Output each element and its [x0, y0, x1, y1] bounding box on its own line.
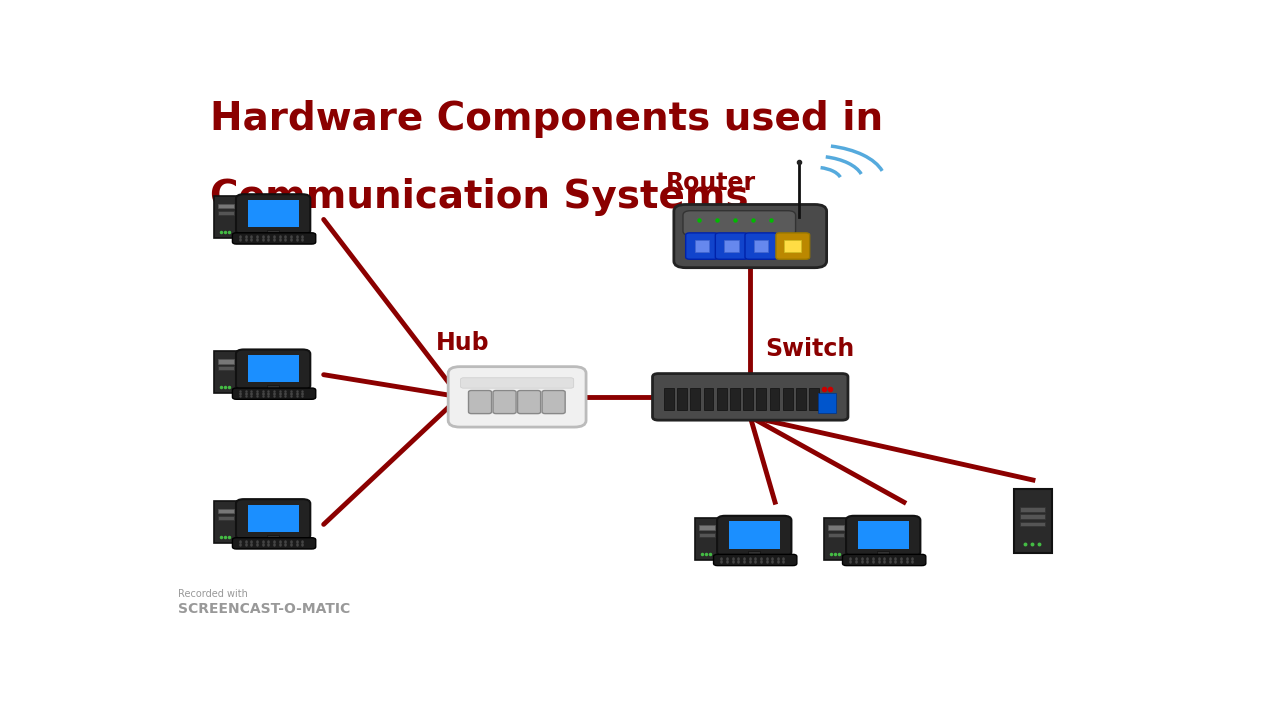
FancyBboxPatch shape — [858, 521, 909, 549]
FancyBboxPatch shape — [717, 387, 727, 410]
FancyBboxPatch shape — [233, 233, 316, 244]
FancyBboxPatch shape — [218, 516, 234, 520]
FancyBboxPatch shape — [717, 516, 791, 557]
FancyBboxPatch shape — [842, 554, 925, 566]
FancyBboxPatch shape — [684, 211, 796, 235]
FancyBboxPatch shape — [1020, 514, 1046, 519]
FancyBboxPatch shape — [248, 505, 298, 532]
FancyBboxPatch shape — [673, 204, 827, 268]
FancyBboxPatch shape — [695, 240, 709, 252]
FancyBboxPatch shape — [468, 390, 492, 413]
Text: Hardware Components used in: Hardware Components used in — [210, 100, 883, 138]
FancyBboxPatch shape — [218, 366, 234, 370]
Text: Communication Systems: Communication Systems — [210, 178, 749, 216]
FancyBboxPatch shape — [783, 387, 792, 410]
FancyBboxPatch shape — [517, 390, 540, 413]
Text: Router: Router — [666, 171, 755, 194]
Text: Switch: Switch — [765, 337, 854, 361]
FancyBboxPatch shape — [745, 233, 777, 259]
FancyBboxPatch shape — [214, 351, 238, 393]
FancyBboxPatch shape — [268, 385, 279, 389]
FancyBboxPatch shape — [783, 240, 800, 252]
FancyBboxPatch shape — [214, 197, 238, 238]
Text: SCREENCAST-O-MATIC: SCREENCAST-O-MATIC — [178, 602, 351, 616]
Text: Hub: Hub — [435, 331, 489, 355]
FancyBboxPatch shape — [699, 533, 716, 536]
FancyBboxPatch shape — [828, 533, 845, 536]
FancyBboxPatch shape — [236, 349, 310, 390]
FancyBboxPatch shape — [218, 204, 234, 208]
FancyBboxPatch shape — [699, 525, 716, 530]
FancyBboxPatch shape — [809, 387, 819, 410]
FancyBboxPatch shape — [824, 518, 849, 559]
FancyBboxPatch shape — [1020, 521, 1046, 526]
FancyBboxPatch shape — [664, 387, 673, 410]
FancyBboxPatch shape — [730, 387, 740, 410]
FancyBboxPatch shape — [448, 366, 586, 427]
Text: Recorded with: Recorded with — [178, 589, 248, 599]
FancyBboxPatch shape — [677, 387, 687, 410]
FancyBboxPatch shape — [248, 355, 298, 382]
FancyBboxPatch shape — [1014, 490, 1052, 552]
FancyBboxPatch shape — [756, 387, 767, 410]
FancyBboxPatch shape — [728, 521, 780, 549]
FancyBboxPatch shape — [690, 387, 700, 410]
FancyBboxPatch shape — [796, 387, 806, 410]
FancyBboxPatch shape — [846, 516, 920, 557]
FancyBboxPatch shape — [233, 538, 316, 549]
FancyBboxPatch shape — [268, 230, 279, 233]
FancyBboxPatch shape — [268, 535, 279, 539]
FancyBboxPatch shape — [818, 393, 837, 413]
FancyBboxPatch shape — [877, 552, 890, 555]
FancyBboxPatch shape — [1020, 507, 1046, 512]
FancyBboxPatch shape — [713, 554, 797, 566]
FancyBboxPatch shape — [214, 501, 238, 543]
FancyBboxPatch shape — [716, 233, 748, 259]
FancyBboxPatch shape — [744, 387, 753, 410]
FancyBboxPatch shape — [233, 388, 316, 400]
FancyBboxPatch shape — [218, 359, 234, 364]
FancyBboxPatch shape — [695, 518, 719, 559]
FancyBboxPatch shape — [754, 240, 768, 252]
FancyBboxPatch shape — [461, 378, 573, 388]
FancyBboxPatch shape — [769, 387, 780, 410]
FancyBboxPatch shape — [236, 194, 310, 235]
FancyBboxPatch shape — [724, 240, 739, 252]
FancyBboxPatch shape — [828, 525, 845, 530]
FancyBboxPatch shape — [686, 233, 718, 259]
FancyBboxPatch shape — [653, 374, 847, 420]
FancyBboxPatch shape — [704, 387, 713, 410]
FancyBboxPatch shape — [236, 499, 310, 539]
FancyBboxPatch shape — [776, 233, 810, 259]
FancyBboxPatch shape — [749, 552, 760, 555]
FancyBboxPatch shape — [493, 390, 516, 413]
FancyBboxPatch shape — [218, 508, 234, 513]
FancyBboxPatch shape — [218, 211, 234, 215]
FancyBboxPatch shape — [543, 390, 566, 413]
FancyBboxPatch shape — [248, 199, 298, 227]
